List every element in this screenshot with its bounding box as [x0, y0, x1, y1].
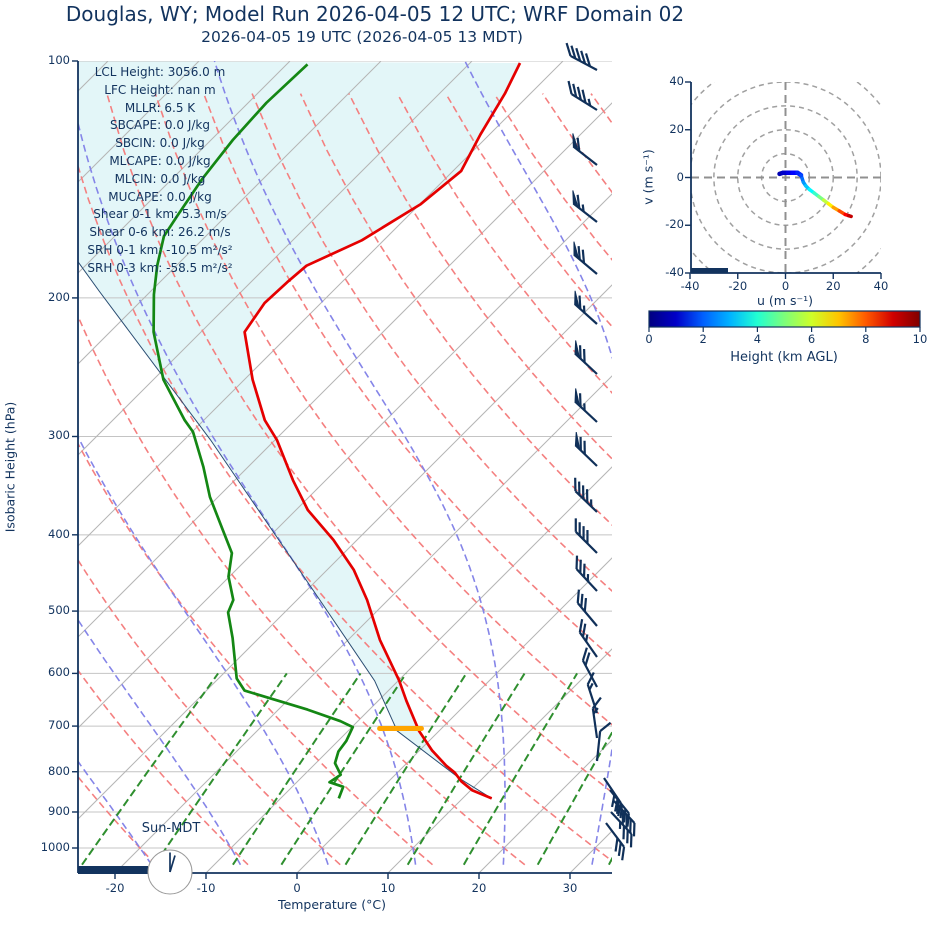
sun-clock-icon [147, 849, 193, 895]
pressure-tick-label: 400 [48, 526, 70, 541]
sounding-stats-box: LCL Height: 3056.0 m LFC Height: nan m MLL… [87, 64, 232, 278]
hodograph [685, 81, 882, 279]
temperature-axis-label: Temperature (°C) [278, 897, 386, 912]
stat-line: Shear 0-1 km: 5.3 m/s [93, 207, 227, 222]
temperature-tick-label: 10 [380, 881, 396, 895]
temperature-tick-label: 20 [471, 881, 487, 895]
hodograph-u-tick-label: 40 [873, 279, 889, 293]
stat-line: SBCIN: 0.0 J/kg [115, 136, 205, 151]
stat-line: MLLR: 6.5 K [124, 100, 196, 115]
temperature-tick-label: -10 [196, 881, 216, 895]
colorbar-tick-label: 6 [807, 332, 816, 346]
temperature-curve [243, 62, 522, 800]
hodograph-u-tick-label: 20 [825, 279, 841, 293]
mixing-ratio-lines [81, 672, 612, 866]
stat-line: LCL Height: 3056.0 m [94, 65, 226, 79]
pressure-gridlines [78, 61, 612, 849]
colorbar-tick-label: 0 [645, 332, 653, 346]
pressure-tick-label: 300 [48, 428, 70, 443]
temperature-tick-label: 30 [562, 881, 578, 895]
pressure-tick-label: 800 [48, 763, 70, 778]
moist-adiabats [78, 61, 612, 866]
pressure-tick-label: 700 [48, 718, 70, 733]
wind-barbs [565, 42, 636, 861]
pressure-tick-label: 500 [48, 603, 70, 618]
pressure-tick-label: 600 [48, 665, 70, 680]
isotherms [78, 61, 612, 873]
hodograph-u-tick-label: -20 [728, 279, 748, 293]
pressure-tick-label: 900 [48, 803, 70, 818]
height-colorbar [648, 310, 921, 332]
colorbar-tick-label: 8 [862, 332, 870, 346]
pressure-axis-label: Isobaric Height (hPa) [2, 401, 18, 533]
temperature-tick-label: 0 [293, 881, 301, 895]
colorbar-tick-label: 4 [753, 332, 762, 346]
dewpoint-curve [152, 63, 355, 799]
stat-line: MUCAPE: 0.0 J/kg [108, 189, 212, 204]
stat-line: MLCIN: 0.0 J/kg [114, 171, 206, 186]
hodograph-v-tick-label: -40 [665, 265, 684, 279]
stat-line: SRH 0-3 km: -58.5 m²/s² [87, 260, 233, 275]
cin-shading [78, 61, 520, 799]
parcel-profile-line [78, 260, 492, 799]
stat-line: LFC Height: nan m [104, 82, 216, 97]
hodograph-u-axis-label: u (m s⁻¹) [757, 293, 813, 308]
valid-time-subtitle: 2026-04-05 19 UTC (2026-04-05 13 MDT) [201, 28, 523, 46]
stat-line: SRH 0-1 km: -10.5 m²/s² [87, 242, 233, 257]
colorbar-tick-label: 2 [699, 332, 707, 346]
stat-line: SBCAPE: 0.0 J/kg [110, 118, 210, 133]
hodograph-u-tick-label: 0 [781, 279, 790, 293]
hodograph-v-tick-label: -20 [665, 217, 684, 232]
pressure-tick-label: 100 [48, 53, 70, 67]
stat-line: Shear 0-6 km: 26.2 m/s [89, 225, 231, 240]
temperature-tick-label: -20 [105, 881, 125, 895]
hodograph-v-tick-label: 40 [669, 74, 684, 88]
pressure-tick-label: 200 [48, 289, 70, 304]
colorbar-tick-label: 10 [912, 332, 928, 346]
hodograph-u-tick-label: -40 [680, 279, 700, 293]
page-title: Douglas, WY; Model Run 2026-04-05 12 UTC… [65, 2, 685, 26]
sun-clock-label: Sun-MDT [141, 821, 201, 836]
stat-line: MLCAPE: 0.0 J/kg [109, 153, 211, 168]
pressure-tick-label: 1000 [40, 840, 70, 854]
colorbar-label: Height (km AGL) [730, 350, 838, 365]
hodograph-v-tick-label: 0 [676, 169, 684, 184]
hodograph-v-tick-label: 20 [669, 121, 684, 136]
